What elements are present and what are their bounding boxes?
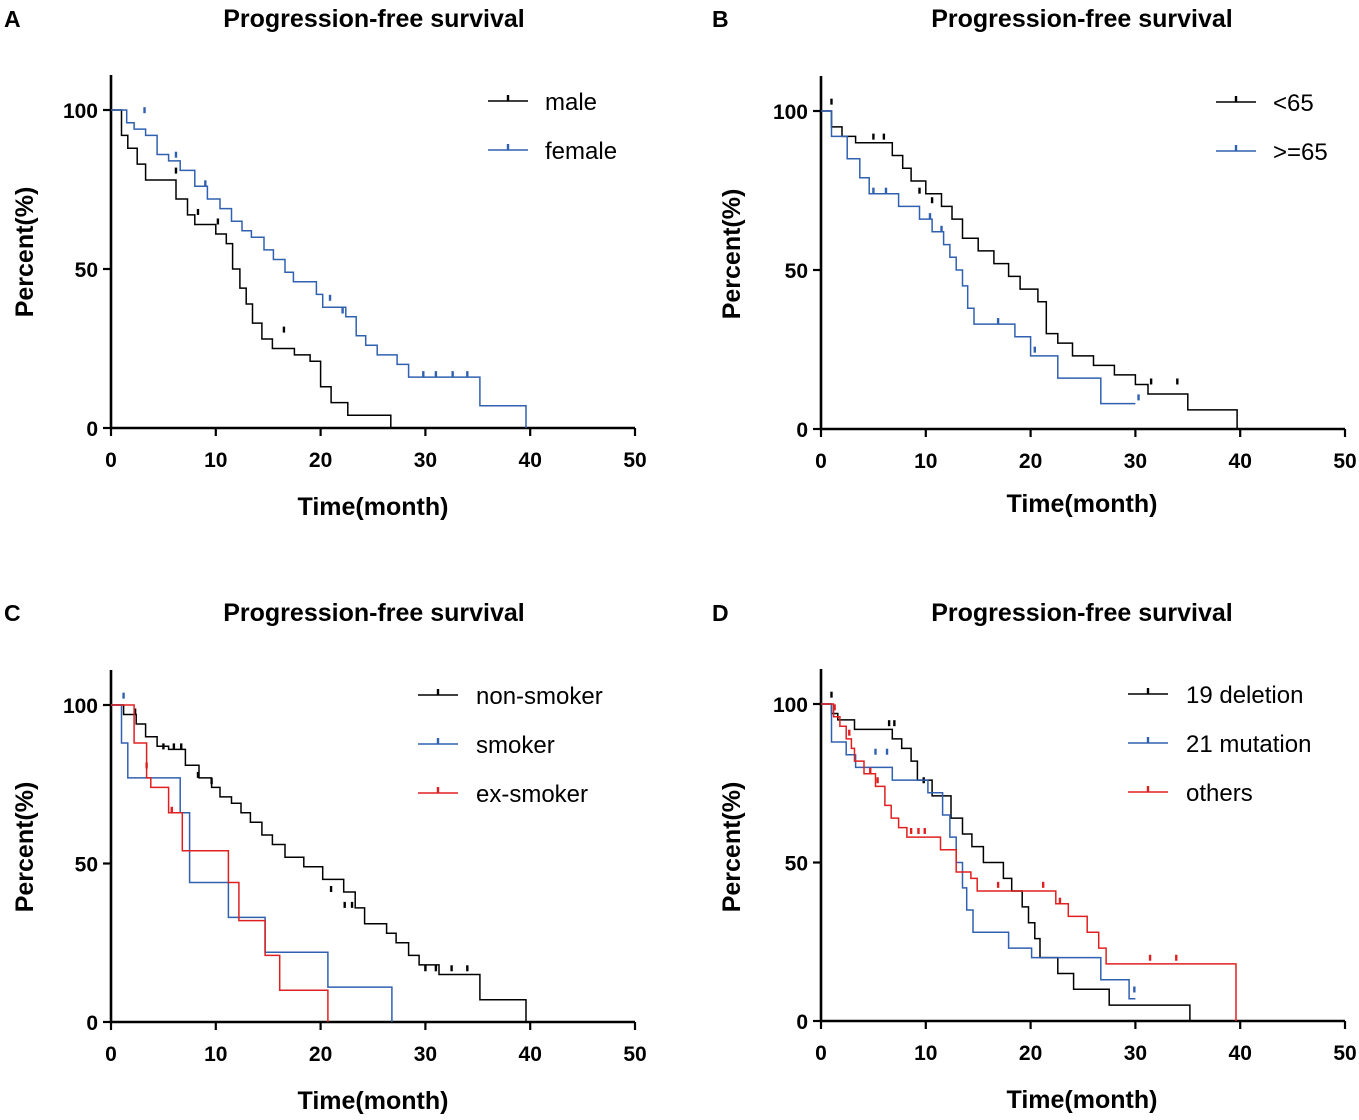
- legend-label: smoker: [476, 732, 555, 759]
- chart-title: Progression-free survival: [223, 599, 525, 627]
- series-1: [111, 692, 393, 1022]
- series-1: [821, 110, 1140, 405]
- y-tick-label: 0: [86, 1012, 98, 1035]
- x-tick-label: 40: [1229, 1042, 1252, 1065]
- survival-curve: [111, 109, 527, 428]
- survival-curve: [111, 704, 527, 1022]
- x-tick-label: 10: [204, 1043, 227, 1066]
- x-axis-title: Time(month): [1007, 490, 1158, 518]
- legend-label: female: [545, 138, 617, 165]
- legend-label: 19 deletion: [1186, 682, 1303, 709]
- y-tick-label: 100: [773, 101, 808, 124]
- chart-title: Progression-free survival: [931, 599, 1233, 627]
- y-tick-label: 100: [63, 100, 98, 123]
- legend-item: others: [1128, 780, 1253, 807]
- survival-curve: [821, 703, 1136, 1000]
- legend-label: <65: [1273, 90, 1314, 117]
- y-tick-label: 100: [773, 694, 808, 717]
- panel-a: A Progression-free survival 0 10 20 30 40 50 0 50…: [4, 5, 647, 521]
- x-tick-label: 0: [105, 1043, 117, 1066]
- survival-curve: [111, 109, 392, 428]
- legend-label: >=65: [1273, 139, 1328, 166]
- series-1: [821, 703, 1136, 1000]
- legend-item: <65: [1216, 90, 1314, 117]
- y-tick-label: 50: [75, 259, 98, 282]
- legend-item: non-smoker: [418, 683, 603, 710]
- panel-d: D Progression-free survival 0 10 20 30 40 50 0 50…: [712, 599, 1357, 1114]
- x-tick-label: 10: [204, 449, 227, 472]
- y-axis-title: Percent(%): [11, 187, 39, 318]
- x-tick-label: 10: [914, 450, 937, 473]
- x-tick-label: 50: [1333, 1042, 1356, 1065]
- x-tick-label: 30: [414, 449, 437, 472]
- x-tick-label: 30: [1124, 1042, 1147, 1065]
- x-tick-label: 0: [105, 449, 117, 472]
- x-tick-label: 50: [623, 449, 646, 472]
- x-tick-label: 0: [815, 1042, 827, 1065]
- legend-label: male: [545, 89, 597, 116]
- legend-item: female: [488, 138, 617, 165]
- y-tick-label: 0: [86, 418, 98, 441]
- survival-curve: [111, 704, 329, 1022]
- y-tick-label: 0: [796, 1011, 808, 1034]
- series-0: [111, 109, 392, 428]
- panel-b: B Progression-free survival 0 10 20 30 40 50 0 50…: [712, 5, 1357, 518]
- y-axis-title: Percent(%): [718, 782, 746, 913]
- legend-item: smoker: [418, 732, 555, 759]
- series-1: [111, 107, 527, 428]
- x-tick-label: 20: [1019, 1042, 1042, 1065]
- series-0: [821, 691, 1191, 1021]
- x-tick-label: 0: [815, 450, 827, 473]
- x-axis-title: Time(month): [1007, 1086, 1158, 1114]
- x-tick-label: 10: [914, 1042, 937, 1065]
- x-tick-label: 40: [519, 449, 542, 472]
- x-tick-label: 40: [519, 1043, 542, 1066]
- x-tick-label: 40: [1229, 450, 1252, 473]
- x-tick-label: 30: [414, 1043, 437, 1066]
- legend-label: ex-smoker: [476, 781, 588, 808]
- legend-item: 21 mutation: [1128, 731, 1311, 758]
- legend-label: non-smoker: [476, 683, 603, 710]
- legend-item: ex-smoker: [418, 781, 588, 808]
- x-tick-label: 20: [1019, 450, 1042, 473]
- panel-letter: D: [712, 600, 729, 626]
- y-axis-title: Percent(%): [11, 782, 39, 913]
- legend-label: others: [1186, 780, 1253, 807]
- legend-label: 21 mutation: [1186, 731, 1311, 758]
- x-tick-label: 20: [309, 1043, 332, 1066]
- x-axis-title: Time(month): [298, 1087, 449, 1115]
- series-0: [821, 98, 1238, 429]
- survival-curve: [111, 704, 393, 1022]
- x-tick-label: 50: [623, 1043, 646, 1066]
- panel-letter: C: [4, 600, 21, 626]
- panel-letter: B: [712, 6, 729, 32]
- y-tick-label: 50: [785, 260, 808, 283]
- y-tick-label: 100: [63, 695, 98, 718]
- series-2: [111, 704, 329, 1022]
- legend-item: 19 deletion: [1128, 682, 1303, 709]
- chart-title: Progression-free survival: [931, 5, 1233, 33]
- series-0: [111, 704, 527, 1022]
- panel-letter: A: [4, 6, 21, 32]
- survival-curve: [821, 110, 1136, 405]
- x-tick-label: 30: [1124, 450, 1147, 473]
- legend-item: male: [488, 89, 597, 116]
- series-2: [821, 703, 1237, 1021]
- y-axis-title: Percent(%): [718, 189, 746, 320]
- survival-curve: [821, 110, 1238, 429]
- panel-c: C Progression-free survival 0 10 20 30 40 50 0 50…: [4, 599, 647, 1115]
- survival-curve: [821, 703, 1237, 1021]
- x-axis-title: Time(month): [298, 493, 449, 521]
- chart-title: Progression-free survival: [223, 5, 525, 33]
- x-tick-label: 50: [1333, 450, 1356, 473]
- y-tick-label: 50: [75, 854, 98, 877]
- legend-item: >=65: [1216, 139, 1328, 166]
- y-tick-label: 0: [796, 419, 808, 442]
- y-tick-label: 50: [785, 853, 808, 876]
- x-tick-label: 20: [309, 449, 332, 472]
